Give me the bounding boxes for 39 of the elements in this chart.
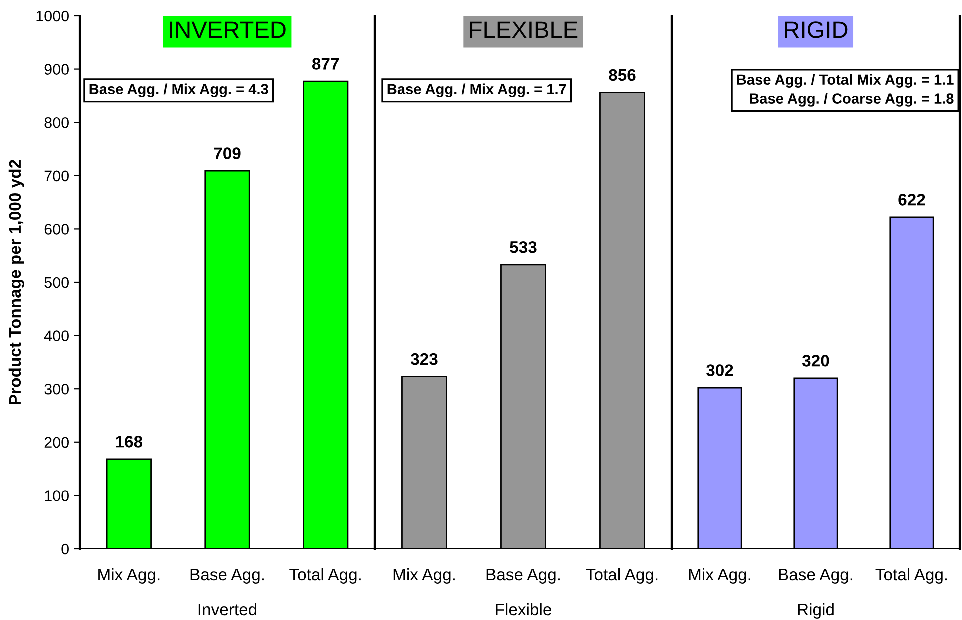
x-tick-label: Mix Agg. <box>98 568 160 584</box>
chart-title: FLEXIBLE <box>470 22 578 38</box>
data-label: 168 <box>116 436 143 448</box>
data-label: 302 <box>706 364 734 376</box>
data-label: 856 <box>609 69 636 82</box>
chart-title: INVERTED <box>170 22 286 38</box>
x-tick-label: Total Agg. <box>290 568 361 584</box>
y-tick-label: 400 <box>44 330 69 342</box>
annotation: Base Agg. / Mix Agg. = 1.7 <box>388 84 566 98</box>
y-tick-label: 100 <box>45 490 69 502</box>
y-tick-label: 300 <box>44 384 69 395</box>
y-tick-label: 700 <box>44 170 69 182</box>
data-label: 320 <box>802 355 830 367</box>
x-tick-label: Mix Agg. <box>689 568 750 584</box>
data-label: 323 <box>410 353 438 366</box>
y-axis-title: Product Tonnage per 1,000 yd2 <box>8 160 24 404</box>
y-tick-label: 500 <box>44 277 69 288</box>
data-label: 877 <box>312 58 340 70</box>
x-axis-title: Inverted <box>198 603 257 616</box>
x-axis-title: Rigid <box>798 603 834 619</box>
x-axis-title: Flexible <box>496 603 552 616</box>
x-tick-label: Mix Agg. <box>394 568 455 584</box>
data-label: 533 <box>510 241 537 254</box>
x-tick-label: Base Agg. <box>190 569 264 584</box>
annotation: Base Agg. / Total Mix Agg. = 1.1 Base Agg. / Coarse Agg. = 1.8 <box>737 74 954 107</box>
x-tick-label: Total Agg. <box>876 568 948 584</box>
annotation: Base Agg. / Mix Agg. = 4.3 <box>90 84 268 98</box>
y-tick-label: 900 <box>44 64 69 75</box>
data-label: 709 <box>214 148 241 160</box>
y-tick-label: 600 <box>44 224 69 235</box>
y-tick-label: 0 <box>62 544 69 555</box>
x-tick-label: Base Agg. <box>486 569 560 584</box>
x-tick-label: Base Agg. <box>779 569 852 584</box>
y-tick-label: 200 <box>44 437 69 448</box>
chart-title: RIGID <box>785 22 848 38</box>
y-tick-label: 1000 <box>36 10 69 22</box>
y-tick-label: 800 <box>44 117 69 128</box>
x-tick-label: Total Agg. <box>586 568 658 584</box>
data-label: 622 <box>898 194 926 206</box>
